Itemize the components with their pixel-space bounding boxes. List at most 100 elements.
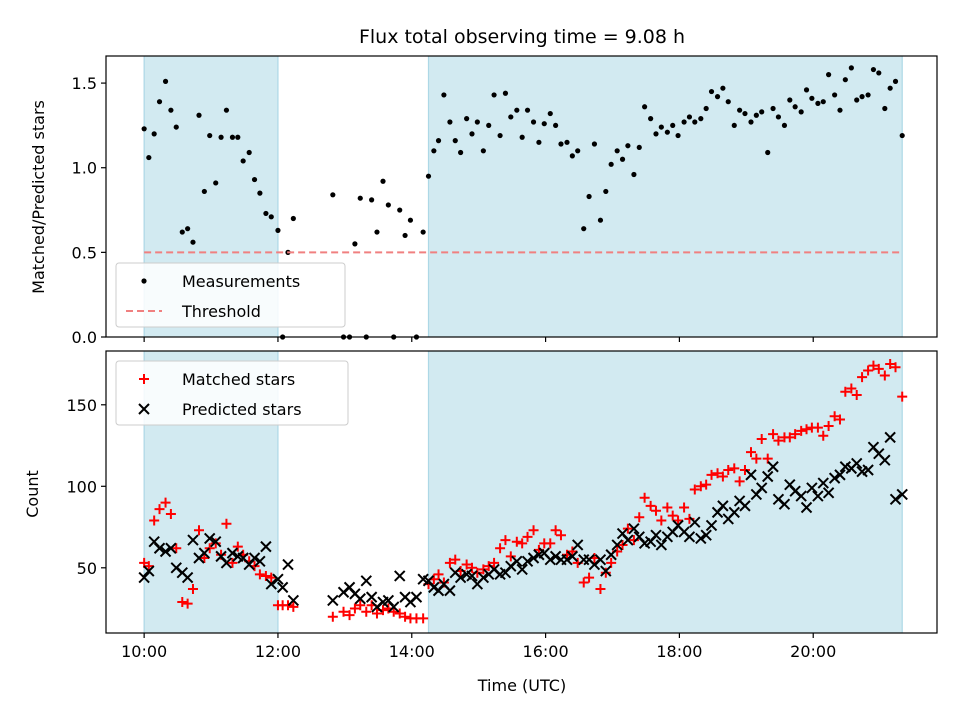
data-point (865, 92, 871, 98)
data-point (631, 171, 637, 178)
data-point (692, 119, 698, 125)
bottom-y-axis-label: Count (23, 470, 42, 518)
data-point (380, 178, 386, 184)
data-point (705, 519, 718, 532)
data-point (204, 543, 215, 554)
data-point (226, 547, 239, 559)
data-point (420, 229, 426, 235)
data-point (374, 229, 380, 235)
data-point (879, 454, 891, 466)
data-point (268, 214, 274, 220)
data-point (605, 549, 617, 561)
data-point (199, 553, 210, 564)
data-point (887, 85, 893, 91)
top-y-axis-label: Matched/Predicted stars (29, 100, 48, 294)
data-point (190, 239, 196, 245)
legend-label: Predicted stars (182, 400, 302, 419)
data-point (151, 131, 157, 137)
y-tick-label: 100 (66, 477, 97, 496)
data-point (541, 121, 547, 127)
data-point (220, 557, 233, 569)
data-point (149, 515, 160, 526)
data-point (361, 606, 372, 617)
data-point (768, 429, 779, 440)
data-point (650, 529, 662, 541)
data-point (521, 555, 534, 567)
data-point (218, 134, 224, 140)
data-point (700, 529, 712, 541)
data-point (639, 492, 650, 503)
data-point (767, 461, 779, 473)
data-point (817, 477, 829, 489)
data-point (198, 547, 211, 559)
data-point (581, 226, 587, 232)
data-point (201, 188, 207, 195)
x-tick-label: 20:00 (790, 642, 836, 661)
data-point (550, 525, 561, 536)
data-point (634, 512, 645, 523)
data-point (796, 425, 807, 436)
data-point (859, 94, 865, 100)
data-point (469, 131, 475, 137)
data-point (511, 555, 523, 567)
data-point (795, 490, 807, 502)
data-point (851, 457, 863, 470)
data-point (204, 532, 216, 545)
data-point (837, 107, 843, 113)
data-point (388, 606, 399, 617)
data-point (885, 359, 896, 370)
data-point (486, 122, 492, 129)
x-tick-label: 16:00 (523, 642, 569, 661)
data-point (528, 525, 539, 536)
data-point (450, 554, 461, 565)
data-point (829, 411, 840, 422)
data-point (611, 539, 623, 551)
data-point (516, 563, 528, 576)
data-point (614, 148, 620, 154)
legend-label: Threshold (181, 302, 261, 321)
data-point (547, 110, 553, 117)
data-point (165, 542, 177, 554)
data-point (882, 105, 888, 112)
series-predicted-stars (138, 431, 908, 613)
data-point (530, 119, 537, 125)
data-point (698, 116, 704, 122)
data-point (553, 122, 559, 129)
data-point (600, 565, 612, 577)
data-point (177, 597, 188, 608)
data-point (681, 119, 687, 125)
data-point (491, 92, 497, 98)
data-point (792, 104, 798, 110)
data-point (349, 603, 360, 614)
data-point (141, 126, 147, 132)
data-point (519, 134, 525, 140)
data-point (806, 482, 818, 494)
data-point (555, 530, 566, 541)
data-point (263, 210, 269, 217)
data-point (775, 114, 782, 120)
data-point (729, 463, 740, 474)
data-point (645, 500, 656, 511)
data-point (444, 557, 455, 568)
data-point (260, 540, 272, 553)
y-tick-label: 50 (77, 559, 97, 578)
data-point (143, 561, 154, 572)
data-point (723, 464, 734, 475)
axes-frame (105, 55, 938, 338)
data-point (524, 107, 531, 113)
data-point (187, 534, 199, 546)
data-point (889, 493, 902, 506)
data-point (812, 422, 823, 433)
data-point (431, 148, 437, 154)
legend: Measurements Threshold (115, 262, 346, 328)
data-point (781, 122, 788, 129)
data-point (731, 122, 737, 129)
data-point (276, 581, 289, 594)
data-point (536, 139, 542, 145)
data-point (517, 538, 528, 549)
data-point (879, 370, 890, 381)
data-point (606, 557, 617, 568)
data-point (433, 569, 444, 580)
data-point (232, 541, 243, 552)
data-point (636, 144, 642, 151)
